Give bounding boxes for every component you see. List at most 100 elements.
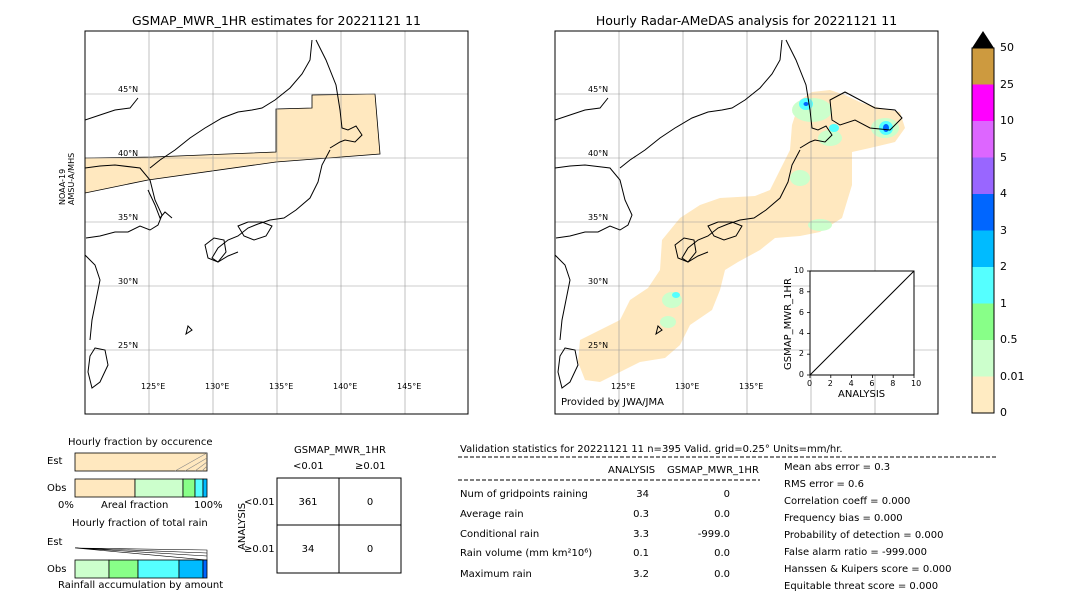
left-lat-label: 30°N — [118, 277, 139, 286]
right-lon-label: 135°E — [739, 382, 764, 391]
validation-col-analysis: ANALYSIS — [608, 465, 656, 476]
contingency-title: GSMAP_MWR_1HR — [294, 445, 386, 456]
occurrence-est-bar — [74, 452, 208, 472]
validation-row-gsmap: 0.0 — [714, 548, 730, 559]
inset-xlabel: ANALYSIS — [838, 389, 886, 400]
right-lon-label: 125°E — [611, 382, 636, 391]
left-lon-label: 140°E — [333, 382, 358, 391]
colorbar-label: 0.5 — [1000, 333, 1018, 346]
validation-row-label: Rain volume (mm km²10⁶) — [460, 548, 593, 559]
left-map — [85, 31, 468, 414]
left-lat-label: 35°N — [118, 213, 139, 222]
right-lat-label: 30°N — [588, 277, 609, 286]
occurrence-est-label: Est — [47, 456, 63, 467]
validation-row-gsmap: -999.0 — [697, 529, 730, 540]
inset-ticks — [807, 270, 915, 378]
right-map-frame — [554, 30, 939, 415]
right-lat-label: 25°N — [588, 341, 609, 350]
score-line: Probability of detection = 0.000 — [784, 530, 944, 541]
left-side-label-1: NOAA-19 — [58, 168, 67, 205]
left-lon-label: 130°E — [205, 382, 230, 391]
colorbar-label: 3 — [1000, 223, 1007, 237]
validation-row-analysis: 0.3 — [633, 509, 649, 520]
score-line: False alarm ratio = -999.000 — [784, 547, 927, 558]
inset-x-tick-label: 0 — [807, 379, 813, 388]
right-lat-label: 40°N — [588, 149, 609, 158]
colorbar-swatch — [972, 376, 994, 413]
validation-row-gsmap: 0.0 — [714, 569, 730, 580]
inset-y-tick-label: 6 — [798, 307, 804, 317]
contingency-row-header: ≥0.01 — [244, 544, 275, 555]
contingency-row-header: <0.01 — [244, 497, 275, 508]
validation-row-analysis: 3.2 — [633, 569, 649, 580]
contingency-row-axis: ANALYSIS — [237, 502, 248, 550]
occurrence-obs-label: Obs — [47, 483, 67, 494]
validation-row-label: Conditional rain — [460, 529, 540, 540]
occurrence-x-right: 100% — [194, 500, 223, 511]
inset-y-tick-label: 2 — [798, 349, 804, 359]
validation-row-gsmap: 0 — [723, 489, 730, 500]
left-lon-label: 135°E — [269, 382, 294, 391]
left-lat-label: 45°N — [118, 85, 139, 94]
validation-row-analysis: 34 — [636, 489, 649, 500]
inset-y-tick-label: 0 — [798, 370, 804, 379]
right-lon-label: 130°E — [675, 382, 700, 391]
inset-y-tick-label: 8 — [798, 286, 804, 296]
colorbar-swatch — [972, 84, 994, 121]
validation-row-label: Num of gridpoints raining — [460, 489, 588, 500]
total-obs-bar — [74, 559, 208, 579]
contingency-cell: 361 — [298, 497, 318, 508]
data-credit: Provided by JWA/JMA — [561, 397, 664, 408]
validation-col-gsmap: GSMAP_MWR_1HR — [667, 465, 759, 476]
inset-y-tick-label: 10 — [793, 266, 804, 275]
validation-row-analysis: 3.3 — [633, 529, 649, 540]
inset-x-tick-label: 8 — [890, 379, 896, 388]
colorbar-swatch — [972, 303, 994, 340]
score-line: Mean abs error = 0.3 — [784, 462, 891, 473]
occurrence-x-left: 0% — [58, 500, 74, 511]
contingency-col-header: ≥0.01 — [355, 461, 386, 472]
occurrence-x-mid: Areal fraction — [101, 500, 169, 511]
left-grid — [85, 31, 468, 414]
left-lat-label: 25°N — [118, 341, 139, 350]
inset-x-tick-label: 6 — [869, 379, 875, 388]
colorbar-label: 0.01 — [1000, 369, 1025, 383]
radar-coverage — [578, 90, 905, 382]
colorbar-label: 5 — [1000, 150, 1007, 164]
left-coastlines — [85, 39, 363, 389]
colorbar-swatch — [972, 267, 994, 304]
contingency-cell: 0 — [366, 544, 374, 555]
colorbar-swatch — [972, 230, 994, 267]
contingency-cell: 0 — [366, 497, 374, 508]
inset-y-tick-label: 4 — [798, 328, 804, 338]
left-side-label-2: AMSU-A/MHS — [67, 152, 76, 205]
colorbar-label: 1 — [1000, 296, 1007, 310]
right-map-title: Hourly Radar-AMeDAS analysis for 2022112… — [595, 13, 898, 28]
colorbar-label: 50 — [1000, 41, 1014, 54]
satellite-swath — [85, 93, 381, 194]
left-lon-label: 125°E — [141, 382, 166, 391]
colorbar-swatch — [972, 194, 994, 231]
validation-row-gsmap: 0.0 — [714, 509, 730, 520]
colorbar-label: 10 — [1000, 114, 1014, 127]
score-line: RMS error = 0.6 — [784, 479, 864, 490]
score-line: Frequency bias = 0.000 — [784, 513, 903, 524]
validation-row-label: Average rain — [460, 509, 524, 520]
left-lat-label: 40°N — [118, 149, 139, 158]
total-est-label: Est — [47, 537, 63, 548]
contingency-col-header: <0.01 — [293, 461, 324, 472]
validation-row-label: Maximum rain — [460, 569, 532, 580]
colorbar-swatch — [972, 48, 994, 85]
contingency-grid — [276, 477, 402, 574]
colorbar-extend-triangle — [972, 31, 994, 48]
colorbar-swatch — [972, 340, 994, 377]
total-est-bar — [74, 547, 208, 561]
score-line: Equitable threat score = 0.000 — [784, 581, 939, 592]
radar-moderate-rain — [672, 98, 893, 298]
validation-row-analysis: 0.1 — [633, 548, 649, 559]
left-lon-label: 145°E — [397, 382, 422, 391]
inset-x-tick-label: 2 — [827, 379, 833, 388]
total-obs-label: Obs — [47, 564, 67, 575]
total-title: Hourly fraction of total rain — [72, 518, 208, 529]
